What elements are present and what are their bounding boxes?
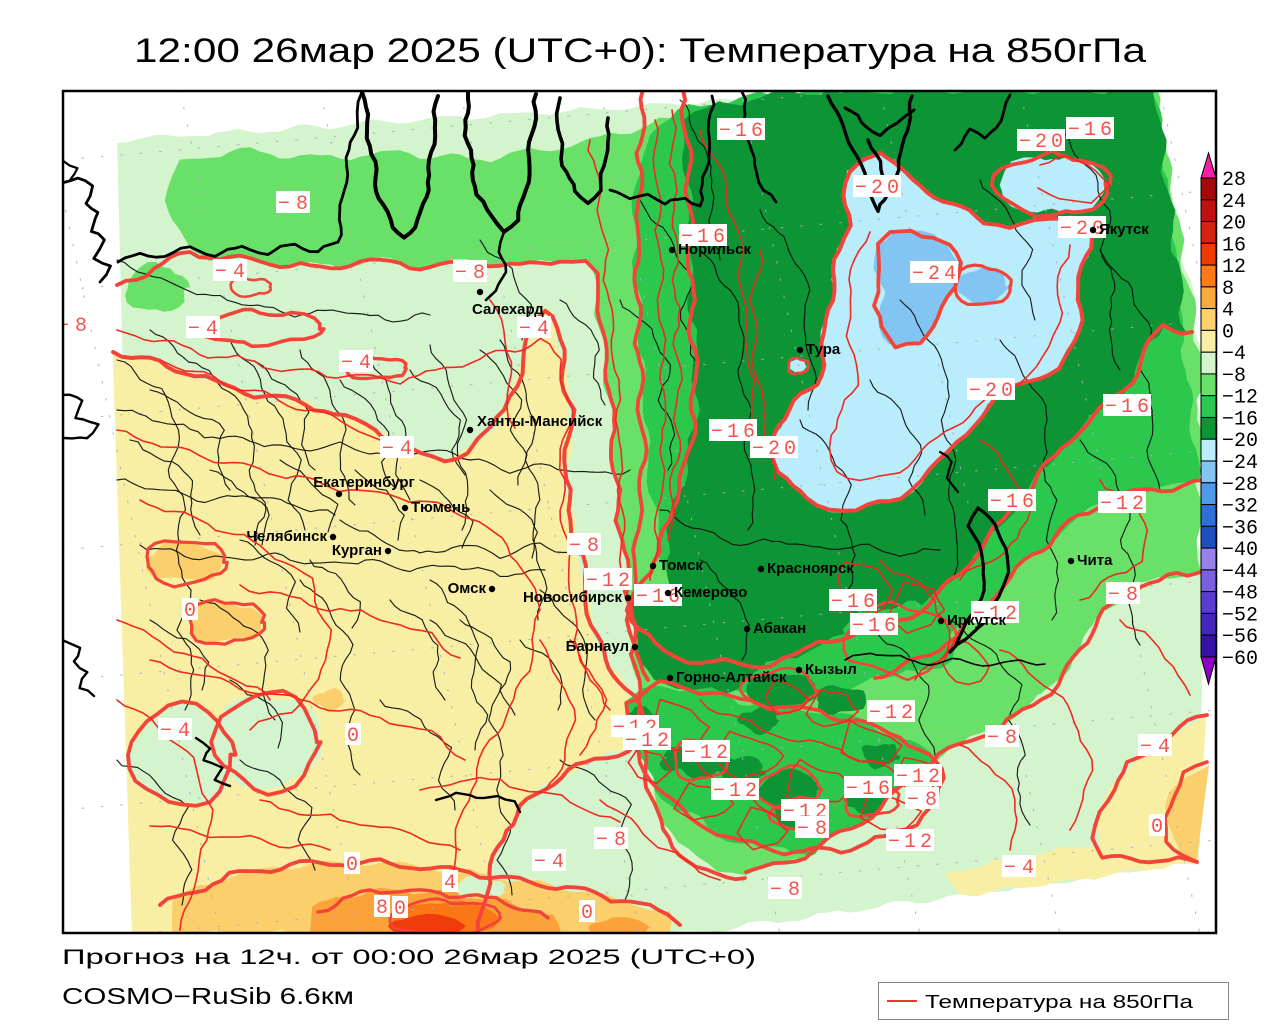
svg-text:Челябинск: Челябинск <box>246 528 327 545</box>
svg-text:Температура на 850гПа: Температура на 850гПа <box>925 992 1194 1012</box>
svg-text:−16: −16 <box>990 491 1034 514</box>
svg-text:−12: −12 <box>888 831 932 854</box>
svg-text:−44: −44 <box>1222 561 1258 584</box>
svg-text:12:00 26мар 2025 (UTC+0): Темп: 12:00 26мар 2025 (UTC+0): Температура на… <box>134 32 1146 70</box>
svg-text:Горно-Алтайск: Горно-Алтайск <box>676 669 787 686</box>
svg-text:0: 0 <box>346 854 358 877</box>
svg-text:−12: −12 <box>869 702 913 725</box>
svg-text:Норильск: Норильск <box>678 241 751 258</box>
svg-text:20: 20 <box>1222 213 1246 236</box>
svg-text:−12: −12 <box>1222 387 1258 410</box>
svg-text:−4: −4 <box>1222 343 1246 366</box>
svg-text:−28: −28 <box>1222 474 1258 497</box>
svg-text:−16: −16 <box>852 615 896 638</box>
svg-text:−16: −16 <box>711 421 755 444</box>
svg-text:Кемерово: Кемерово <box>674 584 747 601</box>
svg-text:Барнаул: Барнаул <box>566 638 629 655</box>
svg-text:−60: −60 <box>1222 648 1258 671</box>
svg-text:Тюмень: Тюмень <box>411 499 470 516</box>
svg-text:0: 0 <box>347 725 359 748</box>
svg-text:−12: −12 <box>973 603 1017 626</box>
svg-text:0: 0 <box>184 600 196 623</box>
svg-text:−32: −32 <box>1222 496 1258 519</box>
svg-text:0: 0 <box>394 898 406 921</box>
svg-text:Кызыл: Кызыл <box>805 661 857 678</box>
svg-text:−52: −52 <box>1222 604 1258 627</box>
svg-text:−12: −12 <box>586 570 630 593</box>
svg-text:Прогноз на 12ч. от 00:00 26мар: Прогноз на 12ч. от 00:00 26мар 2025 (UTC… <box>62 946 756 969</box>
svg-text:−12: −12 <box>625 730 669 753</box>
svg-text:−16: −16 <box>1105 396 1149 419</box>
svg-text:−8: −8 <box>57 315 87 338</box>
svg-text:−12: −12 <box>896 766 940 789</box>
svg-text:24: 24 <box>1222 191 1246 214</box>
svg-text:Томск: Томск <box>659 557 703 574</box>
svg-text:Красноярск: Красноярск <box>767 560 854 577</box>
svg-text:−40: −40 <box>1222 539 1258 562</box>
svg-text:Чита: Чита <box>1077 552 1113 569</box>
svg-text:Омск: Омск <box>448 580 487 597</box>
svg-text:−20: −20 <box>1222 430 1258 453</box>
svg-text:Якутск: Якутск <box>1099 221 1149 238</box>
svg-text:16: 16 <box>1222 234 1246 257</box>
svg-text:−16: −16 <box>719 120 763 143</box>
svg-text:−56: −56 <box>1222 626 1258 649</box>
svg-text:Тура: Тура <box>806 341 841 358</box>
svg-text:Иркутск: Иркутск <box>947 612 1006 629</box>
svg-text:−16: −16 <box>846 778 890 801</box>
svg-text:Екатеринбург: Екатеринбург <box>313 474 415 491</box>
svg-text:−12: −12 <box>1100 493 1144 516</box>
svg-text:Новосибирск: Новосибирск <box>523 589 623 606</box>
svg-text:−16: −16 <box>831 591 875 614</box>
svg-text:0: 0 <box>581 902 593 925</box>
svg-text:−20: −20 <box>969 380 1013 403</box>
svg-text:−20: −20 <box>752 438 796 461</box>
svg-text:Курган: Курган <box>332 542 382 559</box>
svg-text:−12: −12 <box>713 780 757 803</box>
svg-text:−16: −16 <box>1222 409 1258 432</box>
svg-text:COSMO−RuSib 6.6км: COSMO−RuSib 6.6км <box>62 983 354 1009</box>
svg-text:−16: −16 <box>681 226 725 249</box>
svg-text:−8: −8 <box>1222 365 1246 388</box>
svg-text:Ханты-Мансийск: Ханты-Мансийск <box>477 413 603 430</box>
svg-text:8: 8 <box>1222 278 1234 301</box>
svg-text:4: 4 <box>444 872 456 895</box>
svg-text:8: 8 <box>376 897 388 920</box>
svg-text:4: 4 <box>1222 300 1234 323</box>
svg-text:−20: −20 <box>1060 218 1104 241</box>
svg-text:−24: −24 <box>912 263 956 286</box>
svg-text:0: 0 <box>1151 816 1163 839</box>
svg-text:−48: −48 <box>1222 583 1258 606</box>
svg-text:−16: −16 <box>1068 119 1112 142</box>
svg-text:28: 28 <box>1222 169 1246 192</box>
svg-text:0: 0 <box>1222 321 1234 344</box>
svg-text:12: 12 <box>1222 256 1246 279</box>
svg-text:−20: −20 <box>1019 131 1063 154</box>
svg-text:−36: −36 <box>1222 517 1258 540</box>
svg-text:−24: −24 <box>1222 452 1258 475</box>
svg-text:Абакан: Абакан <box>753 620 806 637</box>
svg-text:Салехард: Салехард <box>472 301 544 318</box>
svg-text:−12: −12 <box>684 742 728 765</box>
svg-text:−20: −20 <box>855 177 899 200</box>
